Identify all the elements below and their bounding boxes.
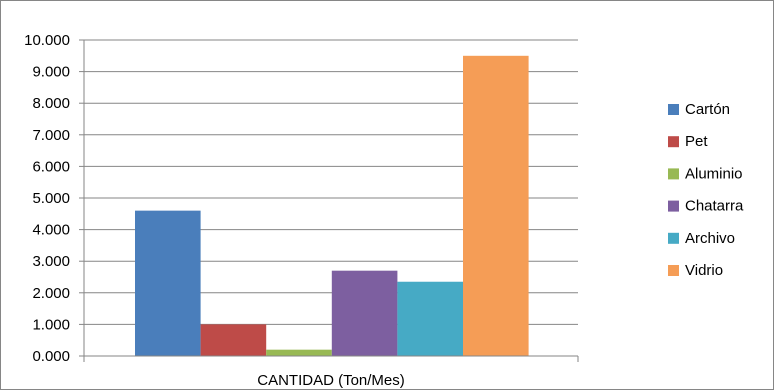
bar-chatarra	[331, 270, 398, 356]
legend-swatch	[668, 265, 679, 276]
y-tick-label: 5.000	[32, 190, 70, 207]
y-tick-label: 4.000	[32, 222, 70, 239]
legend-label: Pet	[685, 133, 708, 150]
bars	[135, 55, 529, 357]
bar-pet	[200, 324, 267, 356]
legend-label: Aluminio	[685, 165, 743, 182]
legend-label: Vidrio	[685, 262, 723, 279]
y-tick-label: 7.000	[32, 127, 70, 144]
y-tick-label: 3.000	[32, 253, 70, 270]
legend-swatch	[668, 168, 679, 180]
legend-label: Cartón	[685, 101, 730, 118]
bar-vidrio	[463, 55, 529, 357]
legend-label: Chatarra	[685, 198, 744, 215]
y-tick-label: 2.000	[32, 285, 70, 302]
bar-aluminio	[266, 349, 332, 356]
y-tick-label: 8.000	[32, 95, 70, 112]
legend-swatch	[668, 232, 679, 244]
y-tick-label: 1.000	[32, 316, 70, 333]
axes	[83, 40, 579, 362]
y-tick-label: 9.000	[32, 64, 70, 81]
legend-swatch	[668, 136, 679, 148]
bar-archivo	[397, 281, 463, 356]
legend-swatch	[668, 200, 679, 212]
y-tick-label: 10.000	[24, 32, 70, 49]
x-axis-category-labels: CANTIDAD (Ton/Mes)	[257, 372, 405, 389]
y-tick-label: 6.000	[32, 158, 70, 175]
legend: Cartón Pet Aluminio Chatarra Archivo Vidrio	[668, 101, 744, 279]
legend-label: Archivo	[685, 230, 735, 247]
y-tick-label: 0.000	[32, 348, 70, 365]
bar-cart-n	[135, 210, 201, 356]
x-category-label: CANTIDAD (Ton/Mes)	[257, 372, 405, 389]
legend-swatch	[668, 104, 679, 115]
y-axis-tick-labels: 0.000 1.000 2.000 3.000 4.000 5.000 6.000 7.000…	[24, 32, 70, 365]
